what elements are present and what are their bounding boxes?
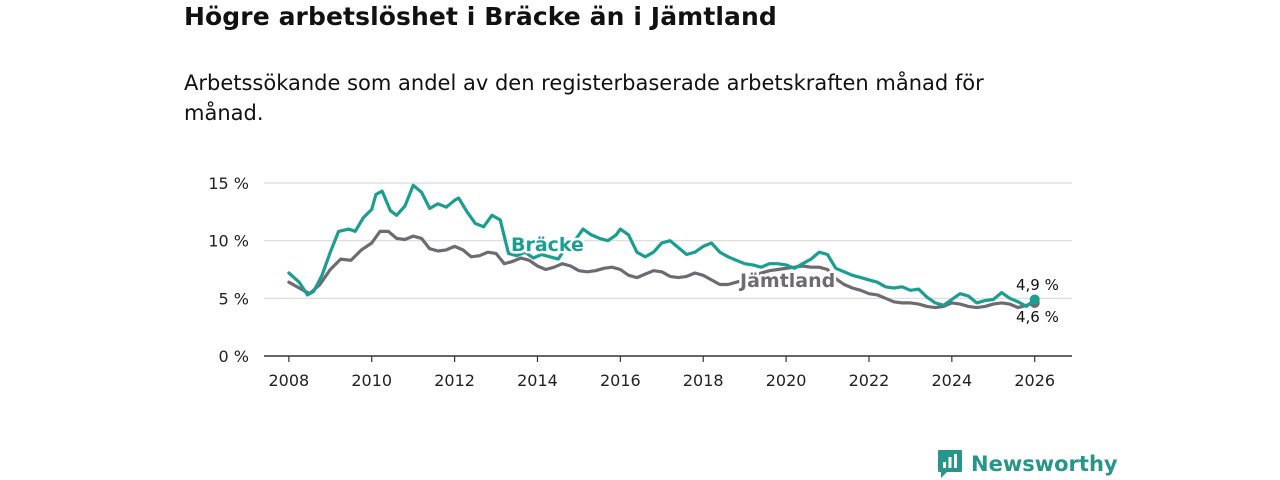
chart-title: Högre arbetslöshet i Bräcke än i Jämtlan…	[184, 2, 777, 31]
end-label-jamtland: 4,6 %	[1016, 308, 1059, 326]
y-tick-label: 0 %	[219, 347, 249, 366]
series-labels: Bräcke Jämtland 4,9 % 4,6 %	[509, 232, 1059, 327]
newsworthy-logo[interactable]: Newsworthy	[937, 449, 1118, 479]
y-tick-label: 10 %	[208, 232, 249, 251]
x-tick-label: 2012	[434, 371, 475, 390]
x-tick-label: 2008	[269, 371, 310, 390]
series-line-bracke	[287, 183, 1037, 308]
y-axis-ticks: 0 % 5 % 10 % 15 %	[208, 174, 249, 366]
end-point-bracke	[1029, 294, 1040, 305]
chart-subtitle: Arbetssökande som andel av den registerb…	[184, 71, 984, 125]
x-tick-label: 2014	[517, 371, 558, 390]
series-lines	[287, 183, 1040, 310]
x-tick-label: 2026	[1014, 371, 1055, 390]
series-label-bracke: Bräcke	[511, 234, 584, 256]
x-tick-label: 2020	[766, 371, 807, 390]
series-line-jamtland	[287, 229, 1037, 310]
end-label-bracke: 4,9 %	[1016, 276, 1059, 294]
x-tick-label: 2024	[931, 371, 972, 390]
x-tick-label: 2010	[351, 371, 392, 390]
x-tick-label: 2018	[683, 371, 724, 390]
newsworthy-logo-icon	[938, 450, 962, 478]
y-tick-label: 15 %	[208, 174, 249, 193]
x-tick-label: 2022	[849, 371, 890, 390]
x-tick-label: 2016	[600, 371, 641, 390]
y-tick-label: 5 %	[219, 289, 249, 308]
newsworthy-logo-text: Newsworthy	[971, 452, 1118, 476]
x-axis: 2008 2010 2012 2014 2016 2018 2020 2022 2024 2026	[264, 355, 1072, 390]
series-label-jamtland: Jämtland	[738, 270, 835, 292]
